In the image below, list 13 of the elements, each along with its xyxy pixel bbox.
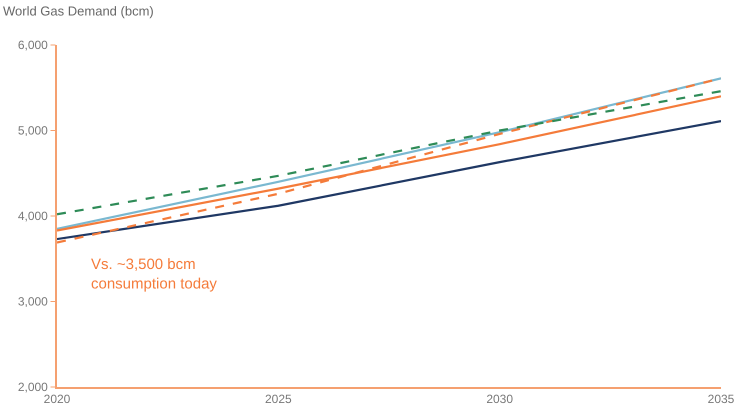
y-tick-label: 4,000 bbox=[18, 209, 48, 224]
y-tick-label: 3,000 bbox=[18, 294, 48, 309]
line-series bbox=[57, 120, 721, 240]
x-tick-label: 2025 bbox=[264, 392, 292, 406]
x-tick-label: 2035 bbox=[708, 392, 735, 406]
y-tick-label: 6,000 bbox=[18, 38, 48, 52]
x-tick-label: 2020 bbox=[44, 392, 71, 406]
y-tick-label: 5,000 bbox=[18, 124, 48, 138]
y-tick-label: 2,000 bbox=[18, 380, 48, 394]
chart-title: World Gas Demand (bcm) bbox=[2, 3, 154, 18]
x-tick-label: 2030 bbox=[486, 392, 514, 406]
annotation: Vs. ~3,500 bcm consumption today bbox=[91, 256, 218, 292]
line-series bbox=[57, 90, 721, 216]
